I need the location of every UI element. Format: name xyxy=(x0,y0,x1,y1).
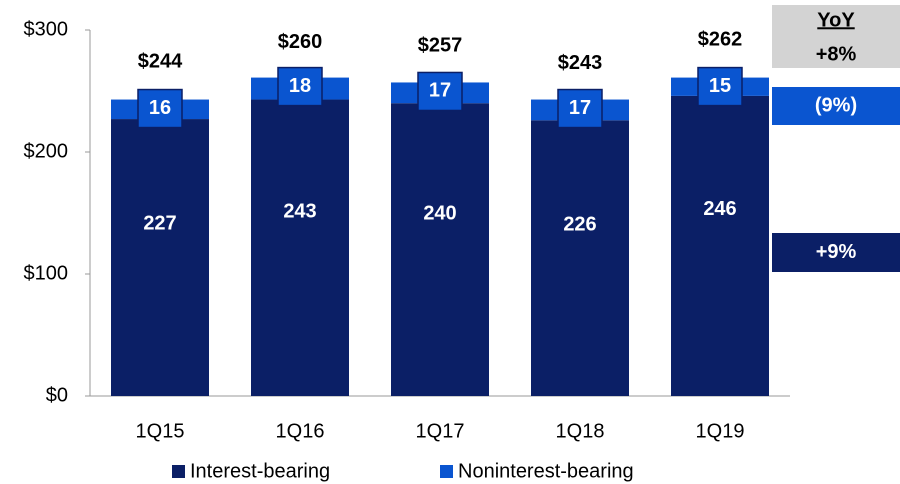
segment-label: 226 xyxy=(563,213,596,235)
segment-label: 16 xyxy=(149,97,171,119)
total-label: $244 xyxy=(138,51,183,73)
segment-label: 240 xyxy=(423,203,456,225)
x-tick-label: 1Q15 xyxy=(136,420,185,442)
segment-label: 18 xyxy=(289,75,311,97)
legend-swatch xyxy=(440,465,453,478)
segment-label: 227 xyxy=(143,213,176,235)
yoy-title: YoY xyxy=(817,9,855,31)
yoy-label: +9% xyxy=(816,241,857,263)
yoy-box xyxy=(772,233,900,272)
segment-label-box xyxy=(697,66,743,107)
segment-label-box xyxy=(277,66,323,107)
bar-segment xyxy=(391,103,489,396)
total-label: $260 xyxy=(278,31,323,53)
yoy-total-box xyxy=(772,5,900,68)
segment-label: 243 xyxy=(283,200,316,222)
x-tick-label: 1Q16 xyxy=(276,420,325,442)
y-tick-label: $200 xyxy=(24,140,69,162)
x-tick-label: 1Q17 xyxy=(416,420,465,442)
bar-segment xyxy=(251,99,349,396)
x-tick-label: 1Q19 xyxy=(696,420,745,442)
segment-label: 15 xyxy=(709,75,731,97)
segment-label-box xyxy=(557,88,603,129)
y-tick-label: $300 xyxy=(24,18,69,40)
bar-segment xyxy=(671,95,769,396)
segment-label-box xyxy=(137,88,183,129)
segment-label: 17 xyxy=(569,97,591,119)
segment-label-box xyxy=(417,71,463,112)
total-label: $257 xyxy=(418,35,463,57)
legend-swatch xyxy=(172,465,185,478)
total-label: $243 xyxy=(558,52,603,74)
x-tick-label: 1Q18 xyxy=(556,420,605,442)
yoy-total: +8% xyxy=(816,43,857,65)
total-label: $262 xyxy=(698,29,743,51)
yoy-box xyxy=(772,87,900,125)
segment-label: 17 xyxy=(429,80,451,102)
legend-label: Interest-bearing xyxy=(190,460,330,482)
y-tick-label: $100 xyxy=(24,262,69,284)
y-tick-label: $0 xyxy=(46,384,68,406)
yoy-label: (9%) xyxy=(815,94,857,116)
legend-label: Noninterest-bearing xyxy=(458,460,634,482)
bar-segment xyxy=(531,120,629,396)
bar-segment xyxy=(111,119,209,396)
segment-label: 246 xyxy=(703,198,736,220)
